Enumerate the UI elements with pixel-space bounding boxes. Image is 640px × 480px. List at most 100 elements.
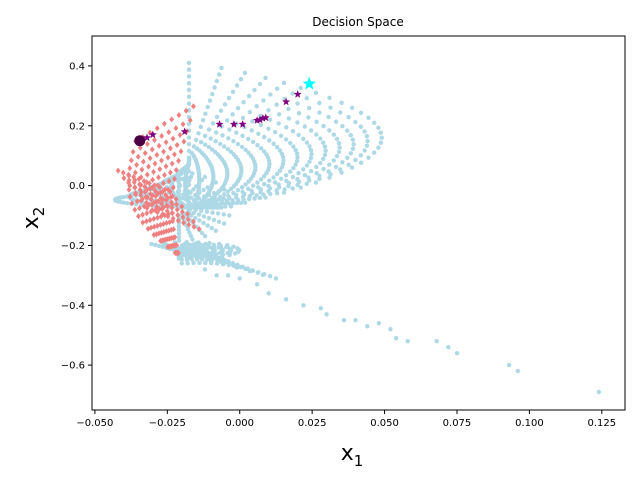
feasible-point — [304, 96, 309, 101]
feasible-point — [215, 211, 221, 216]
pareto-point — [142, 150, 148, 157]
feasible-point — [290, 186, 295, 191]
feasible-point — [227, 213, 232, 218]
pareto-point — [129, 200, 135, 207]
feasible-point — [284, 125, 289, 130]
feasible-point — [197, 181, 202, 186]
feasible-point — [210, 121, 216, 126]
feasible-point — [199, 177, 205, 183]
feasible-point — [334, 153, 340, 159]
feasible-point — [176, 231, 182, 236]
feasible-point — [226, 136, 231, 141]
feasible-point — [202, 133, 208, 139]
feasible-point — [234, 200, 240, 206]
pareto-point — [137, 181, 142, 188]
pareto-point — [138, 192, 144, 199]
feasible-point — [246, 179, 251, 184]
feasible-point — [186, 142, 192, 147]
pareto-point — [141, 178, 147, 185]
feasible-point — [189, 195, 194, 200]
pareto-point — [166, 129, 172, 136]
feasible-point — [184, 185, 189, 190]
feasible-point — [201, 220, 206, 226]
pareto-point — [166, 178, 172, 185]
feasible-point — [296, 111, 302, 116]
feasible-point — [318, 160, 323, 166]
feasible-point — [267, 117, 273, 122]
feasible-point — [212, 85, 217, 90]
pareto-point — [180, 214, 186, 221]
y-axis-label-subscript: 2 — [30, 207, 48, 217]
feasible-point — [184, 257, 190, 262]
feasible-point — [317, 110, 322, 115]
pareto-point — [139, 166, 145, 173]
feasible-point — [189, 213, 194, 218]
feasible-point — [205, 223, 210, 228]
pareto-point — [143, 194, 149, 201]
feasible-point — [193, 249, 198, 255]
feasible-point — [321, 140, 326, 145]
feasible-point — [196, 131, 201, 136]
pareto-point — [137, 205, 142, 212]
feasible-point — [313, 90, 319, 96]
feasible-point — [255, 143, 260, 148]
feasible-point — [203, 260, 208, 266]
pareto-point — [142, 188, 148, 195]
y-axis-label: x2 — [19, 207, 48, 230]
pareto-point — [171, 226, 176, 233]
feasible-point — [176, 170, 182, 175]
feasible-point — [176, 173, 182, 179]
feasible-point — [211, 217, 217, 223]
feasible-point — [227, 252, 232, 258]
feasible-point — [273, 276, 279, 281]
feasible-point — [252, 196, 257, 201]
pareto-point — [165, 213, 171, 220]
feasible-point — [321, 156, 326, 162]
pareto-point — [185, 211, 190, 217]
feasible-point — [290, 174, 296, 180]
feasible-point — [346, 162, 351, 167]
pareto-point — [148, 191, 153, 197]
pareto-point — [149, 201, 155, 208]
feasible-point — [240, 115, 246, 121]
feasible-point — [189, 249, 195, 255]
feasible-point — [278, 176, 284, 181]
feasible-point — [217, 241, 222, 247]
feasible-point — [228, 149, 234, 154]
pareto-point — [172, 234, 178, 241]
feasible-point — [210, 91, 215, 97]
feasible-point — [322, 152, 328, 158]
pareto-point — [155, 209, 160, 216]
feasible-point — [221, 187, 227, 192]
end-star-marker — [302, 76, 316, 90]
feasible-point — [290, 91, 295, 96]
pareto-point — [154, 125, 160, 132]
feasible-point — [199, 200, 204, 205]
plot-frame — [91, 35, 626, 411]
feasible-point — [258, 146, 264, 151]
pareto-point — [152, 187, 158, 194]
feasible-point — [186, 101, 192, 106]
feasible-point — [283, 297, 289, 302]
y-tick-label: −0.2 — [61, 241, 85, 252]
feasible-point — [298, 185, 303, 190]
feasible-point — [209, 147, 215, 152]
pareto-point — [156, 142, 162, 149]
feasible-point — [340, 124, 345, 129]
pareto-point — [160, 211, 166, 218]
chart-title: Decision Space — [312, 15, 403, 29]
feasible-point — [280, 161, 286, 167]
pareto-point — [133, 190, 138, 197]
pareto-point — [181, 138, 187, 145]
pareto-point — [147, 217, 153, 224]
pareto-point — [133, 169, 138, 176]
feasible-point — [176, 191, 182, 197]
feasible-point — [230, 112, 235, 117]
feasible-point — [378, 140, 383, 145]
pareto-point — [162, 186, 168, 193]
feasible-point — [286, 106, 291, 112]
feasible-point — [227, 127, 232, 132]
feasible-point — [221, 221, 227, 226]
feasible-point — [323, 148, 328, 153]
feasible-point — [156, 243, 162, 249]
